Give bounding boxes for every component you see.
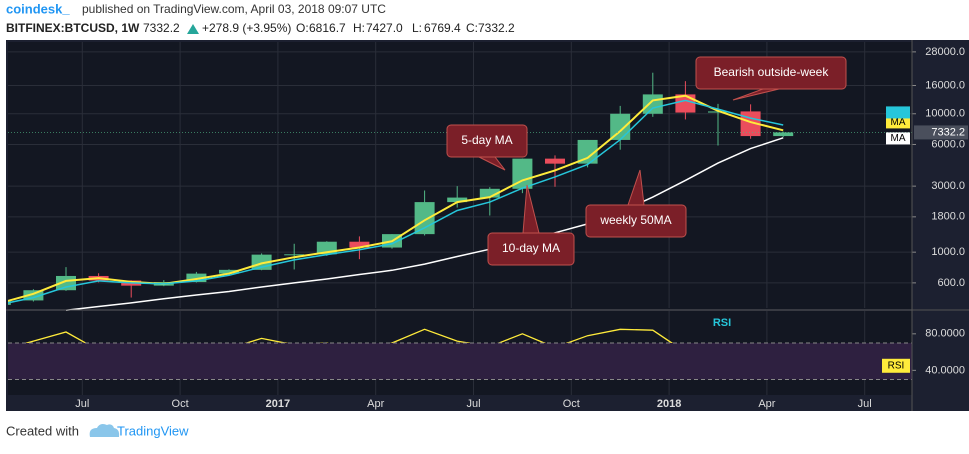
y-tick-label: 16000.0 — [925, 79, 965, 91]
rsi-band — [8, 342, 912, 380]
annotation: 10-day MA — [502, 241, 560, 255]
x-tick-label: 2018 — [657, 398, 681, 410]
candle-body — [577, 139, 598, 164]
annotation-box — [487, 232, 575, 266]
c-label: C: — [466, 21, 478, 35]
candle-body — [740, 111, 761, 137]
y-tick-label: 6000.0 — [931, 138, 965, 150]
x-tick-label: Oct — [172, 398, 189, 410]
y-tick-label: 600.0 — [937, 277, 965, 289]
x-tick-label: Apr — [758, 398, 775, 410]
candle-body — [610, 113, 631, 140]
ma-tag — [886, 106, 910, 119]
candle-body — [773, 132, 794, 137]
candle-body — [708, 111, 728, 113]
ma-tag — [886, 116, 910, 129]
last-price-label: 7332.2 — [931, 126, 965, 138]
ma-line — [65, 137, 784, 312]
annotation-box — [446, 124, 528, 158]
last: 7332.2 — [143, 21, 180, 35]
candle-body — [642, 94, 663, 114]
rsi-tag — [882, 358, 910, 373]
x-tick-label: 2017 — [266, 398, 290, 410]
last-price-tag — [914, 125, 968, 140]
x-tick-label: Jul — [75, 398, 89, 410]
x-tick-label: Jul — [858, 398, 872, 410]
h: 7427.0 — [366, 21, 403, 35]
candle-body — [479, 188, 500, 198]
y-tick-label: 1000.0 — [931, 246, 965, 258]
change: +278.9 (+3.95%) — [202, 21, 291, 35]
ma-tag — [886, 132, 910, 145]
author: coindesk_ — [6, 1, 70, 16]
annotation-box — [585, 204, 687, 238]
published: published on TradingView.com, April 03, … — [82, 2, 386, 16]
x-tick-label: Oct — [563, 398, 580, 410]
l-label: L: — [412, 21, 422, 35]
rsi-legend: RSI — [888, 360, 905, 371]
y-tick-label: 10000.0 — [925, 108, 965, 120]
annotation: weekly 50MA — [599, 213, 671, 227]
annotation-box — [695, 56, 847, 90]
legend-label: MA — [891, 117, 906, 128]
ma-line — [8, 99, 784, 304]
x-tick-label: Apr — [367, 398, 384, 410]
candle-body — [23, 290, 44, 301]
annotation: Bearish outside-week — [714, 65, 830, 79]
candle-body — [447, 197, 468, 203]
legend-label: MA — [891, 133, 906, 144]
brand: TradingView — [117, 423, 189, 438]
y-tick-label: 40.0000 — [925, 364, 965, 376]
ma-line — [8, 94, 784, 302]
y-tick-label: 1800.0 — [931, 211, 965, 223]
created-with: Created with — [6, 423, 79, 438]
candle-body — [414, 202, 435, 235]
candle-body — [512, 158, 533, 189]
y-tick-label: 28000.0 — [925, 46, 965, 58]
o: 6816.7 — [309, 21, 346, 35]
candle-body — [284, 254, 305, 256]
up-arrow — [187, 24, 199, 34]
candle-body — [349, 241, 370, 248]
candle-body — [219, 269, 239, 274]
candle-body — [545, 158, 565, 164]
l: 6769.4 — [424, 21, 461, 35]
symbol: BITFINEX:BTCUSD, 1W — [6, 21, 140, 35]
c: 7332.2 — [478, 21, 515, 35]
h-label: H: — [353, 21, 365, 35]
rsi-title: RSI — [713, 317, 731, 329]
annotation: 5-day MA — [461, 133, 512, 147]
candle-body — [186, 273, 207, 283]
tv-logo — [89, 424, 120, 437]
x-tick-label: Jul — [466, 398, 480, 410]
y-tick-label: 3000.0 — [931, 180, 965, 192]
o-label: O: — [296, 21, 309, 35]
y-tick-label: 80.0000 — [925, 328, 965, 340]
